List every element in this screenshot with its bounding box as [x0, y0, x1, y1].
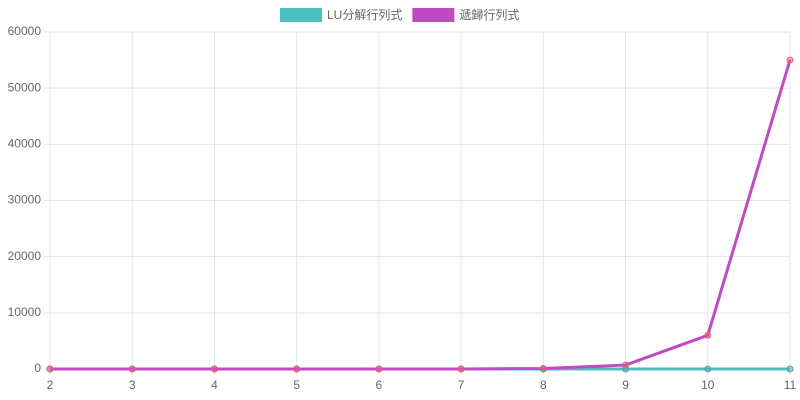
x-tick-label: 5 — [293, 378, 300, 392]
data-point — [293, 365, 301, 373]
x-tick-label: 7 — [458, 378, 465, 392]
y-tick-label: 10000 — [8, 305, 42, 319]
series-line — [50, 59, 792, 371]
data-point — [622, 361, 630, 369]
data-point — [457, 365, 465, 373]
x-tick-label: 6 — [376, 378, 383, 392]
y-tick-label: 40000 — [8, 137, 42, 151]
legend-swatch — [412, 8, 455, 22]
x-tick-label: 10 — [701, 378, 715, 392]
y-tick-label: 20000 — [8, 249, 42, 263]
y-tick-label: 60000 — [8, 24, 42, 38]
data-point — [46, 365, 54, 373]
x-tick-label: 4 — [211, 378, 218, 392]
y-tick-label: 50000 — [8, 80, 42, 94]
data-point — [210, 365, 218, 373]
y-tick-label: 30000 — [8, 193, 42, 207]
data-point — [539, 364, 547, 372]
x-tick-label: 2 — [47, 378, 54, 392]
x-tick-label: 3 — [129, 378, 136, 392]
x-tick-label: 9 — [622, 378, 629, 392]
legend-label: 遞歸行列式 — [459, 7, 519, 22]
y-tick-label: 0 — [34, 361, 41, 375]
x-tick-label: 11 — [784, 378, 797, 392]
data-point — [375, 365, 383, 373]
data-point — [128, 365, 136, 373]
legend-swatch — [280, 8, 322, 22]
data-point — [786, 56, 794, 64]
legend-label: LU分解行列式 — [327, 8, 402, 22]
data-point — [786, 365, 794, 373]
data-point — [704, 331, 712, 339]
legend: LU分解行列式 遞歸行列式 — [280, 7, 519, 22]
x-tick-label: 8 — [540, 378, 547, 392]
data-point — [704, 365, 712, 373]
